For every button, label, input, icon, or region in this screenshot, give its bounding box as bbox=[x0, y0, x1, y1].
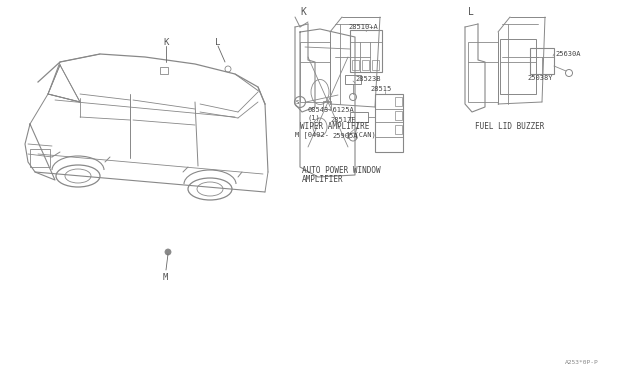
Bar bbox=[468, 42, 498, 102]
Bar bbox=[395, 111, 402, 120]
Bar bbox=[350, 30, 382, 72]
Text: 25038Y: 25038Y bbox=[527, 75, 552, 81]
Text: K: K bbox=[163, 38, 168, 46]
Text: 28517F: 28517F bbox=[330, 117, 355, 123]
Bar bbox=[160, 67, 168, 74]
Bar bbox=[345, 75, 361, 84]
Bar bbox=[350, 112, 368, 122]
Circle shape bbox=[165, 249, 171, 255]
Bar bbox=[362, 60, 369, 70]
Bar bbox=[530, 48, 554, 74]
Bar bbox=[500, 39, 536, 94]
Text: 28515: 28515 bbox=[370, 86, 391, 92]
Bar bbox=[30, 149, 50, 167]
Text: L: L bbox=[215, 38, 220, 46]
Text: FUEL LID BUZZER: FUEL LID BUZZER bbox=[475, 122, 545, 131]
Text: 28523B: 28523B bbox=[355, 76, 381, 82]
Text: S: S bbox=[296, 99, 299, 105]
Text: AUTO POWER WINDOW: AUTO POWER WINDOW bbox=[302, 166, 381, 174]
Text: (1): (1) bbox=[308, 115, 321, 121]
Text: 25630A: 25630A bbox=[555, 51, 580, 57]
Bar bbox=[323, 101, 331, 109]
Text: AMPLIFIER: AMPLIFIER bbox=[302, 174, 344, 183]
Text: WIPER AMPLIFIRE: WIPER AMPLIFIRE bbox=[300, 122, 369, 131]
Text: M [0492-    ] (CAN): M [0492- ] (CAN) bbox=[295, 132, 376, 138]
Text: A253*0P-P: A253*0P-P bbox=[565, 359, 599, 365]
Bar bbox=[352, 60, 359, 70]
Text: M: M bbox=[163, 273, 168, 282]
Text: 08543-6125A: 08543-6125A bbox=[308, 107, 355, 113]
Text: 25905A: 25905A bbox=[332, 133, 358, 139]
Bar bbox=[375, 94, 403, 152]
Text: L: L bbox=[468, 7, 474, 17]
Text: K: K bbox=[300, 7, 306, 17]
Bar bbox=[300, 42, 330, 102]
Text: 28510+A: 28510+A bbox=[348, 24, 378, 30]
Bar bbox=[395, 125, 402, 134]
Bar bbox=[395, 97, 402, 106]
Bar bbox=[372, 60, 379, 70]
